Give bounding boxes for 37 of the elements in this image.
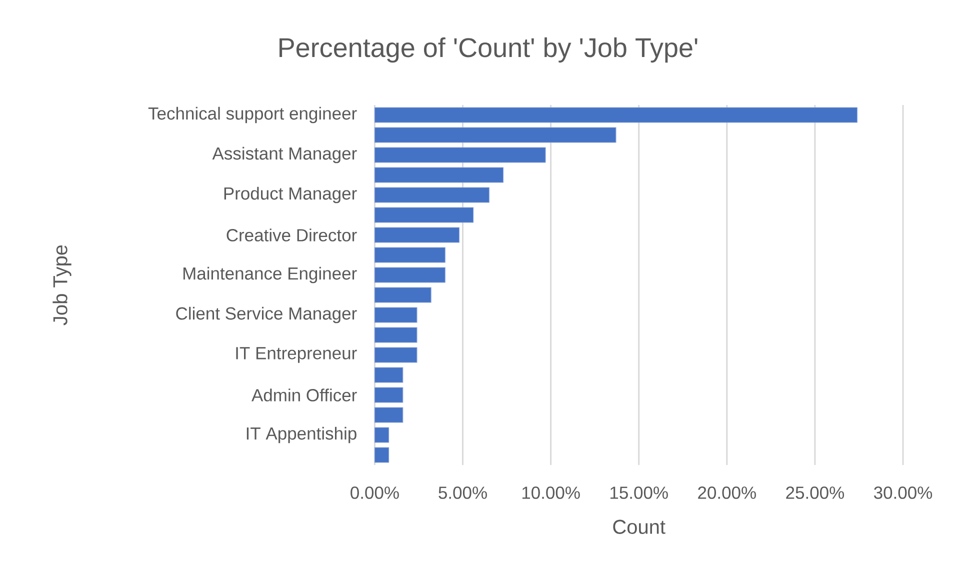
y-tick-label: Product Manager [224,186,357,204]
bar [374,447,390,463]
bar [374,347,418,363]
x-tick-label: 10.00% [522,486,580,499]
bar [374,247,446,263]
bar [374,207,474,223]
y-tick-label: Maintenance Engineer [183,266,357,284]
bar [374,407,404,423]
bar [374,327,418,343]
y-tick-label: Admin Officer [252,388,357,402]
bar [374,107,858,123]
x-tick-label: 5.00% [438,486,487,499]
bar [374,427,390,443]
x-tick-label: 15.00% [610,486,668,499]
y-tick-label: Assistant Manager [212,146,357,164]
bar [374,387,404,403]
bar [374,227,460,243]
bar [374,307,418,323]
bar [374,287,432,303]
bar [374,127,616,143]
x-tick-label: 0.00% [350,486,399,499]
bar [374,187,490,203]
y-tick-label: Technical support engineer [148,106,357,124]
x-tick-label: 25.00% [786,486,844,499]
bar [374,147,546,163]
bar [374,367,404,383]
x-axis-title: Count [613,520,666,534]
y-tick-label: Creative Director [226,228,357,242]
y-axis-title: Job Type [52,245,72,326]
y-tick-label: Client Service Manager [176,306,357,324]
y-tick-label: IT Appentiship [246,426,356,444]
x-tick-label: 30.00% [874,486,932,499]
bar [374,267,446,283]
x-tick-label: 20.00% [698,486,756,499]
bar [374,167,504,183]
y-tick-label: IT Entrepreneur [236,347,357,363]
chart-title: Percentage of 'Count' by 'Job Type' [280,37,698,63]
